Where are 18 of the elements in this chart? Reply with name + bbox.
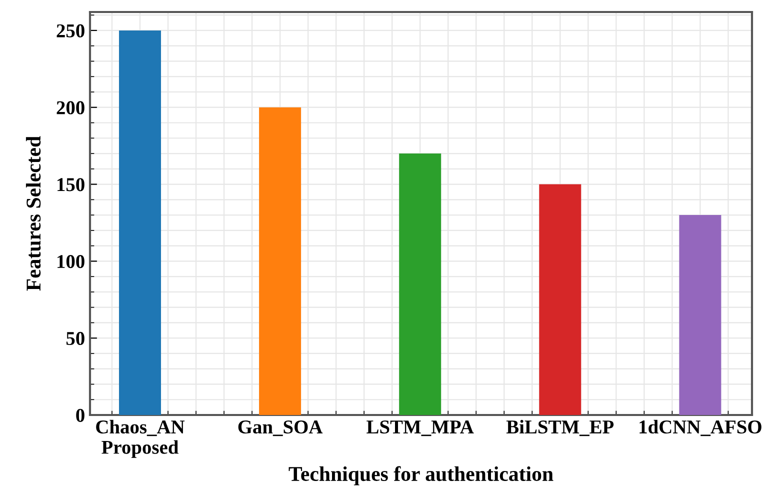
y-tick-label: 250 [56,24,84,38]
x-tick-label: LSTM_MPA [366,420,474,436]
x-tick-label: Chaos_AN Proposed [96,420,185,458]
x-axis-title: Techniques for authentication [288,466,554,486]
y-axis-title: Features Selected [26,136,41,291]
bar [539,184,582,415]
y-tick-label: 100 [58,255,84,268]
y-tick-label: 150 [58,178,84,192]
x-tick-label: BiLSTM_EP [506,420,614,436]
bar [259,107,302,415]
bar [399,154,442,415]
bar [118,30,162,415]
y-tick-label: 50 [66,332,84,346]
y-tick-label: 0 [76,408,84,422]
y-tick-label: 200 [56,101,84,114]
x-tick-label: Gan_SOA [238,420,323,436]
x-tick-label: 1dCNN_AFSO [640,420,762,436]
bar [679,215,722,415]
